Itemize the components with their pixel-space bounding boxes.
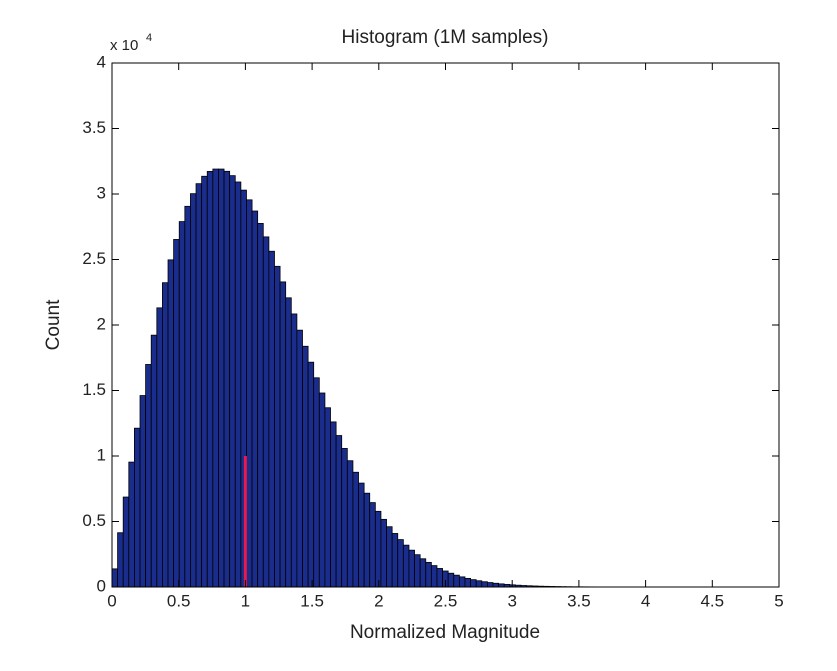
y-tick-label: 2 bbox=[97, 314, 106, 333]
x-tick-label: 5 bbox=[774, 591, 783, 610]
bar bbox=[218, 168, 225, 588]
bar bbox=[391, 533, 399, 588]
bar bbox=[458, 576, 466, 588]
y-tick-label: 1.5 bbox=[82, 380, 106, 399]
y-axis-label: Count bbox=[43, 299, 64, 350]
bar bbox=[190, 193, 197, 588]
bar bbox=[234, 181, 242, 588]
bar bbox=[397, 539, 404, 588]
bar bbox=[251, 210, 259, 588]
bar bbox=[279, 281, 287, 588]
y-multiplier: x 10 bbox=[110, 37, 138, 54]
bar bbox=[117, 532, 124, 588]
bar bbox=[436, 568, 443, 588]
bar bbox=[408, 549, 415, 588]
bar bbox=[257, 223, 264, 588]
bar bbox=[302, 345, 309, 588]
x-tick-label: 2.5 bbox=[434, 591, 458, 610]
bar bbox=[464, 577, 471, 588]
x-tick-label: 0.5 bbox=[167, 591, 191, 610]
bar bbox=[150, 334, 158, 588]
x-tick-label: 1.5 bbox=[300, 591, 324, 610]
bar bbox=[447, 572, 455, 588]
bar bbox=[346, 460, 354, 588]
bar bbox=[475, 580, 483, 588]
bar bbox=[162, 282, 169, 588]
bar bbox=[419, 558, 427, 588]
bar bbox=[330, 421, 337, 588]
bar bbox=[492, 582, 499, 588]
bar bbox=[352, 471, 359, 588]
bar bbox=[145, 364, 152, 588]
bar bbox=[386, 526, 393, 588]
bar bbox=[195, 183, 203, 588]
bar bbox=[430, 565, 438, 588]
bar bbox=[184, 205, 191, 588]
x-tick-label: 3.5 bbox=[567, 591, 591, 610]
bar bbox=[285, 297, 292, 588]
bar bbox=[296, 329, 303, 588]
chart-title: Histogram (1M samples) bbox=[342, 27, 549, 48]
bar bbox=[290, 313, 298, 588]
y-tick-label: 2.5 bbox=[82, 249, 106, 268]
x-tick-label: 3 bbox=[507, 591, 516, 610]
bar bbox=[134, 427, 141, 588]
bar bbox=[358, 482, 365, 588]
bar bbox=[313, 377, 320, 588]
bar bbox=[414, 554, 421, 588]
x-axis-label: Normalized Magnitude bbox=[350, 622, 540, 643]
bar bbox=[128, 461, 135, 588]
bar bbox=[268, 250, 275, 588]
y-tick-label: 0 bbox=[97, 576, 106, 595]
bar bbox=[453, 574, 460, 588]
bar bbox=[122, 496, 130, 588]
bar bbox=[246, 199, 253, 588]
bar bbox=[363, 492, 371, 588]
bar bbox=[178, 221, 186, 588]
bar bbox=[402, 544, 410, 588]
bar bbox=[111, 568, 119, 588]
bar bbox=[139, 395, 147, 588]
y-tick-label: 4 bbox=[97, 52, 106, 71]
bar bbox=[262, 236, 270, 588]
y-multiplier-exp: 4 bbox=[146, 32, 152, 44]
bar bbox=[324, 407, 331, 588]
bar bbox=[274, 265, 281, 588]
bar bbox=[173, 239, 180, 588]
bar bbox=[369, 502, 376, 588]
bar bbox=[229, 175, 236, 588]
bar bbox=[486, 582, 494, 588]
y-tick-label: 1 bbox=[97, 445, 106, 464]
y-tick-label: 3 bbox=[97, 183, 106, 202]
x-tick-label: 0 bbox=[107, 591, 116, 610]
bar bbox=[341, 448, 348, 588]
x-tick-label: 4.5 bbox=[700, 591, 724, 610]
bar bbox=[318, 392, 326, 588]
bar bbox=[201, 175, 208, 588]
bar bbox=[335, 435, 343, 588]
x-tick-label: 4 bbox=[641, 591, 650, 610]
bar bbox=[167, 259, 175, 588]
bar bbox=[380, 518, 387, 588]
x-tick-label: 1 bbox=[241, 591, 250, 610]
bar bbox=[307, 361, 315, 588]
bar bbox=[206, 171, 214, 588]
x-tick-label: 2 bbox=[374, 591, 383, 610]
bar bbox=[374, 510, 382, 588]
bar bbox=[223, 170, 231, 588]
y-tick-label: 3.5 bbox=[82, 118, 106, 137]
bar bbox=[212, 168, 219, 588]
y-tick-label: 0.5 bbox=[82, 511, 106, 530]
bar bbox=[425, 561, 432, 588]
bar bbox=[156, 307, 163, 588]
bar bbox=[481, 581, 488, 588]
bar bbox=[470, 579, 477, 588]
